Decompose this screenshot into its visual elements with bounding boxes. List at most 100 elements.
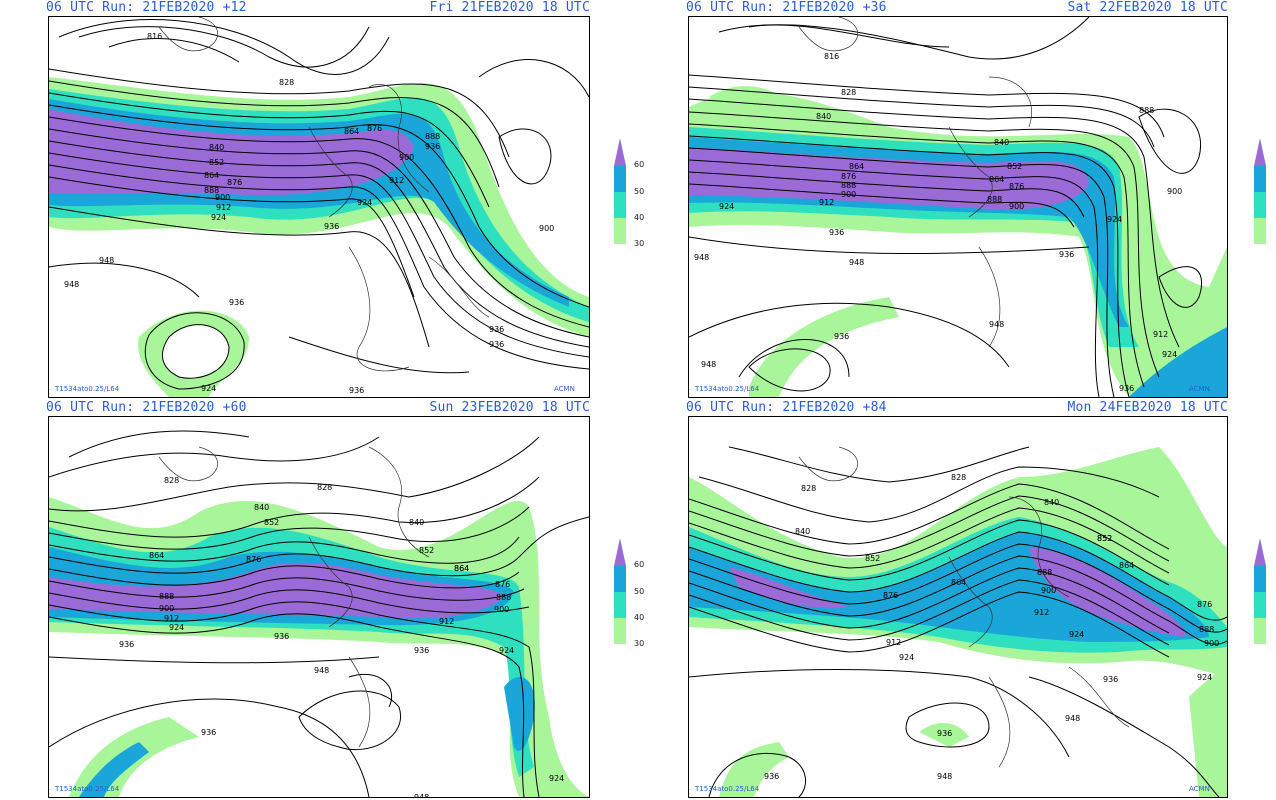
- contour-label: 828: [951, 473, 966, 482]
- contour-label: 900: [841, 190, 856, 199]
- contour-label: 876: [841, 172, 856, 181]
- contour-label: 924: [1069, 630, 1084, 639]
- contour-label: 840: [209, 143, 224, 152]
- wind-speed-legend: 60 50 40 30: [614, 138, 654, 250]
- contour-label: 912: [819, 198, 834, 207]
- contour-label: 840: [1044, 498, 1059, 507]
- contour-label: 924: [719, 202, 734, 211]
- contour-label: 828: [801, 484, 816, 493]
- contour-label: 816: [824, 52, 839, 61]
- forecast-panel-2: 06 UTC Run: 21FEB2020 +36 Sat 22FEB2020 …: [686, 0, 1276, 398]
- contour-label: 840: [409, 518, 424, 527]
- legend-band-30: [1254, 618, 1266, 644]
- legend-arrow-icon: [1254, 538, 1266, 566]
- contour-label: 936: [349, 386, 364, 395]
- legend-arrow-icon: [614, 138, 626, 166]
- contour-label: 948: [989, 320, 1004, 329]
- forecast-map: 828 828 840 840 852 852 864 876 888 900 …: [688, 416, 1228, 798]
- contour-label: 828: [279, 78, 294, 87]
- legend-arrow-icon: [1254, 138, 1266, 166]
- contour-label: 924: [169, 623, 184, 632]
- contour-label: 852: [264, 518, 279, 527]
- valid-time-label: Mon 24FEB2020 18 UTC: [1067, 400, 1228, 415]
- contour-label: 912: [1153, 330, 1168, 339]
- agency-label: ACMN: [1189, 385, 1210, 393]
- legend-tick: 60: [634, 160, 645, 169]
- contour-label: 936: [229, 298, 244, 307]
- contour-label: 936: [834, 332, 849, 341]
- valid-time-label: Sun 23FEB2020 18 UTC: [429, 400, 590, 415]
- legend-tick: 60: [634, 560, 645, 569]
- contour-label: 936: [489, 340, 504, 349]
- contour-label: 888: [987, 195, 1002, 204]
- contour-label: 840: [994, 138, 1009, 147]
- legend-band-30: [1254, 218, 1266, 244]
- legend-band-50: [614, 566, 626, 592]
- map-canvas: 816 828 840 888 864 876 888 900 912 924 …: [689, 17, 1227, 397]
- contour-label: 924: [211, 213, 226, 222]
- legend-band-40: [614, 592, 626, 618]
- contour-label: 936: [324, 222, 339, 231]
- legend-arrow-icon: [614, 538, 626, 566]
- contour-label: 828: [164, 476, 179, 485]
- contour-label: 864: [951, 578, 966, 587]
- map-canvas: 828 828 840 840 852 864 876 864 888 900 …: [49, 430, 589, 797]
- legend-tick: 30: [634, 639, 645, 648]
- contour-label: 888: [1139, 106, 1154, 115]
- model-label: T1534ato0.25/L64: [694, 385, 760, 393]
- contour-label: 912: [439, 617, 454, 626]
- contour-label: 936: [489, 325, 504, 334]
- legend-band-40: [1254, 592, 1266, 618]
- contour-label: 876: [495, 580, 510, 589]
- contour-label: 936: [274, 632, 289, 641]
- contour-label: 948: [701, 360, 716, 369]
- contour-label: 876: [883, 591, 898, 600]
- contour-label: 948: [849, 258, 864, 267]
- contour-label: 948: [314, 666, 329, 675]
- contour-label: 864: [454, 564, 469, 573]
- wind-speed-legend: [1254, 538, 1276, 650]
- contour-label: 912: [1034, 608, 1049, 617]
- contour-label: 876: [227, 178, 242, 187]
- contour-label: 888: [425, 132, 440, 141]
- contour-label: 864: [989, 175, 1004, 184]
- contour-label: 852: [1097, 534, 1112, 543]
- model-label: T1534ato0.25/L64: [54, 385, 120, 393]
- contour-label: 864: [454, 564, 469, 573]
- contour-label: 864: [1119, 561, 1134, 570]
- agency-label: ACMN: [554, 385, 575, 393]
- contour-label: 900: [1041, 586, 1056, 595]
- contour-label: 936: [425, 142, 440, 151]
- contour-label: 936: [201, 728, 216, 737]
- contour-label: 948: [694, 253, 709, 262]
- legend-band-30: [614, 218, 626, 244]
- forecast-map: 816 828 840 888 864 876 888 900 912 924 …: [688, 16, 1228, 398]
- contour-label: 948: [64, 280, 79, 289]
- contour-label: 900: [215, 193, 230, 202]
- contour-label: 900: [159, 604, 174, 613]
- contour-label: 924: [899, 653, 914, 662]
- forecast-panel-3: 06 UTC Run: 21FEB2020 +60 Sun 23FEB2020 …: [46, 400, 676, 798]
- contour-label: 852: [1097, 534, 1112, 543]
- contour-label: 852: [1007, 162, 1022, 171]
- contour-label: 888: [204, 186, 219, 195]
- legend-tick: 50: [634, 587, 645, 596]
- run-label: 06 UTC Run: 21FEB2020 +60: [46, 400, 247, 415]
- contour-label: 924: [549, 774, 564, 783]
- contour-label: 912: [886, 638, 901, 647]
- contour-label: 900: [494, 605, 509, 614]
- run-label: 06 UTC Run: 21FEB2020 +36: [686, 0, 887, 15]
- legend-band-50: [614, 166, 626, 192]
- contour-label: 948: [414, 793, 429, 797]
- contour-label: 876: [1197, 600, 1212, 609]
- contour-label: 936: [1103, 675, 1118, 684]
- model-label: T1534ato0.25/L64: [694, 785, 760, 793]
- contour-label: 828: [317, 483, 332, 492]
- contour-label: 888: [1199, 625, 1214, 634]
- valid-time-label: Sat 22FEB2020 18 UTC: [1067, 0, 1228, 15]
- wind-speed-legend: [1254, 138, 1276, 250]
- contour-label: 948: [1065, 714, 1080, 723]
- contour-label: 864: [149, 551, 164, 560]
- contour-label: 864: [344, 127, 359, 136]
- contour-label: 912: [164, 614, 179, 623]
